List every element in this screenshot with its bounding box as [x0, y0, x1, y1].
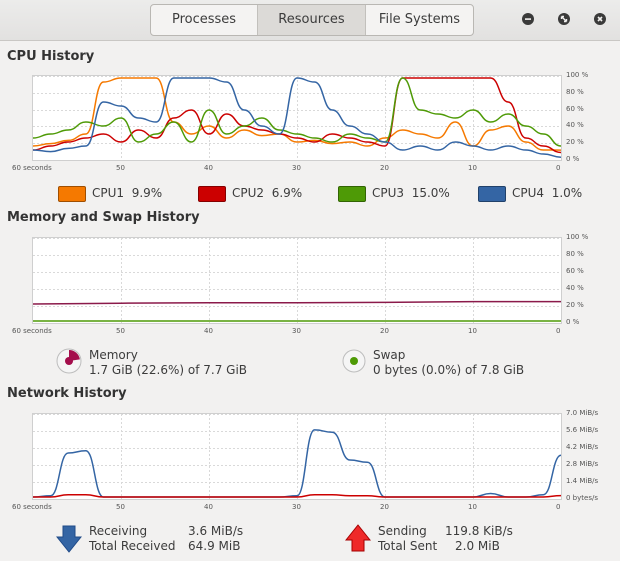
y-tick-label: 20 %	[566, 138, 584, 147]
x-tick-label: 60 seconds	[12, 164, 52, 172]
y-tick-label: 80 %	[566, 87, 584, 96]
swap-label: Swap	[373, 348, 406, 362]
x-tick-label: 0	[556, 327, 561, 335]
x-tick-label: 50	[116, 327, 125, 335]
y-tick-label: 0 %	[566, 318, 580, 326]
cpu1-color-swatch[interactable]	[58, 186, 86, 202]
series-line-sending	[33, 493, 561, 498]
cpu4-value: 1.0%	[551, 186, 583, 200]
x-tick-label: 20	[380, 503, 389, 511]
cpu4-label: CPU4	[512, 186, 545, 200]
x-tick-label: 20	[380, 164, 389, 172]
x-tick-label: 30	[292, 327, 301, 335]
y-tick-label: 20 %	[566, 301, 584, 309]
memory-history-graph	[32, 237, 562, 324]
x-tick-label: 50	[116, 503, 125, 511]
y-tick-label: 60 %	[566, 104, 584, 113]
cpu4-color-swatch[interactable]	[478, 186, 506, 202]
tab-processes[interactable]: Processes	[151, 5, 258, 35]
x-tick-label: 10	[468, 164, 477, 172]
tab-resources[interactable]: Resources	[258, 5, 366, 35]
total-sent-value: 2.0 MiB	[455, 539, 500, 553]
total-sent-label: Total Sent	[378, 539, 438, 553]
x-tick-label: 0	[556, 164, 561, 172]
sending-arrow-icon	[345, 524, 371, 552]
swap-value: 0 bytes (0.0%) of 7.8 GiB	[373, 363, 525, 377]
total-received-label: Total Received	[89, 539, 176, 553]
close-button[interactable]	[594, 13, 606, 25]
x-tick-label: 30	[292, 503, 301, 511]
y-tick-label: 40 %	[566, 284, 584, 292]
y-tick-label: 4.2 MiB/s	[566, 443, 599, 451]
maximize-icon	[560, 15, 568, 23]
y-tick-label: 7.0 MiB/s	[566, 409, 599, 417]
y-tick-label: 5.6 MiB/s	[566, 426, 599, 434]
x-tick-label: 40	[204, 503, 213, 511]
cpu2-value: 6.9%	[271, 186, 303, 200]
cpu3-label: CPU3	[372, 186, 405, 200]
sending-value: 119.8 KiB/s	[445, 524, 513, 538]
x-tick-label: 0	[556, 503, 561, 511]
cpu3-color-swatch[interactable]	[338, 186, 366, 202]
memory-label: Memory	[89, 348, 138, 362]
memory-pie-center	[65, 357, 73, 365]
cpu-history-graph	[32, 75, 562, 161]
swap-usage-pie-icon[interactable]	[341, 348, 367, 374]
series-line-cpu3	[33, 77, 561, 147]
x-tick-label: 10	[468, 503, 477, 511]
view-switcher: Processes Resources File Systems	[150, 4, 474, 36]
total-received-value: 64.9 MiB	[188, 539, 241, 553]
cpu2-color-swatch[interactable]	[198, 186, 226, 202]
x-tick-label: 20	[380, 327, 389, 335]
cpu-history-title: CPU History	[7, 49, 95, 64]
minimize-icon	[525, 18, 531, 20]
x-tick-label: 50	[116, 164, 125, 172]
y-tick-label: 0 %	[566, 155, 580, 163]
header-bar: Processes Resources File Systems	[0, 0, 620, 41]
series-line-memory	[33, 300, 561, 305]
cpu1-label: CPU1	[92, 186, 125, 200]
y-tick-label: 1.4 MiB/s	[566, 477, 599, 485]
memory-value: 1.7 GiB (22.6%) of 7.7 GiB	[89, 363, 248, 377]
cpu2-label: CPU2	[232, 186, 265, 200]
y-tick-label: 100 %	[566, 233, 589, 241]
sending-label: Sending	[378, 524, 427, 538]
cpu3-value: 15.0%	[411, 186, 450, 200]
receiving-label: Receiving	[89, 524, 148, 538]
y-tick-label: 2.8 MiB/s	[566, 460, 599, 468]
memory-history-title: Memory and Swap History	[7, 210, 200, 225]
y-tick-label: 60 %	[566, 267, 584, 275]
x-tick-label: 40	[204, 327, 213, 335]
network-history-graph	[32, 413, 562, 500]
cpu1-value: 9.9%	[131, 186, 163, 200]
x-tick-label: 60 seconds	[12, 327, 52, 335]
x-tick-label: 40	[204, 164, 213, 172]
memory-usage-pie-icon[interactable]	[55, 347, 83, 375]
maximize-button[interactable]	[558, 13, 570, 25]
minimize-button[interactable]	[522, 13, 534, 25]
x-tick-label: 60 seconds	[12, 503, 52, 511]
tab-file-systems[interactable]: File Systems	[378, 12, 461, 27]
y-tick-label: 100 %	[566, 71, 589, 79]
x-tick-label: 10	[468, 327, 477, 335]
receiving-value: 3.6 MiB/s	[188, 524, 244, 538]
memory-history-plot	[33, 238, 561, 323]
network-history-plot	[33, 414, 561, 499]
x-tick-label: 30	[292, 164, 301, 172]
cpu-history-plot	[33, 76, 561, 160]
y-tick-label: 40 %	[566, 121, 584, 130]
receiving-arrow-icon	[56, 525, 82, 553]
close-icon	[597, 16, 603, 22]
y-tick-label: 0 bytes/s	[566, 494, 598, 502]
series-line-cpu2	[33, 77, 561, 154]
y-tick-label: 80 %	[566, 250, 584, 258]
network-history-title: Network History	[7, 386, 127, 401]
series-line-cpu4	[33, 77, 561, 158]
